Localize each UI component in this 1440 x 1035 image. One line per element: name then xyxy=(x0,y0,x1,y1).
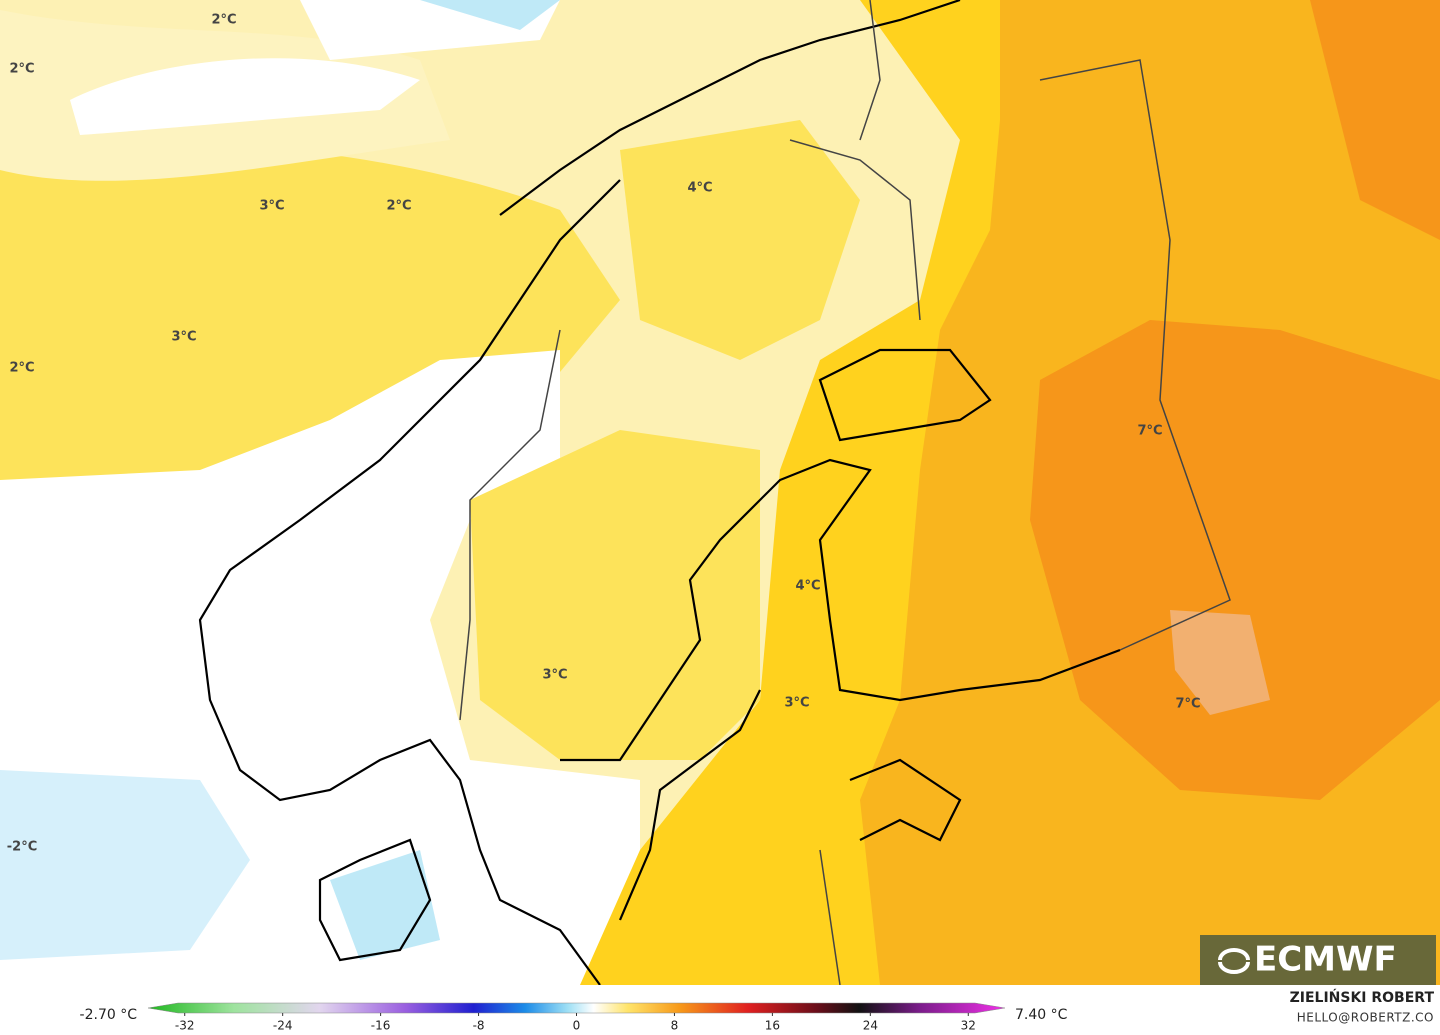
yellow-zone xyxy=(470,430,760,760)
contour-label: 3°C xyxy=(784,696,809,711)
contour-label: 3°C xyxy=(259,199,284,214)
colorbar xyxy=(147,1002,1006,1014)
contour-label: 3°C xyxy=(542,668,567,683)
borders xyxy=(459,0,1231,986)
contour-label: 2°C xyxy=(9,361,34,376)
contour-label: 7°C xyxy=(1175,697,1200,712)
white-zone xyxy=(70,58,420,136)
colorbar-ticks: -32 -24 -16 -8 0 8 16 24 32 xyxy=(175,1013,976,1033)
tick-label: 0 xyxy=(573,1019,581,1033)
coastline xyxy=(198,0,1121,986)
contour-label: 2°C xyxy=(386,199,411,214)
contour-labels: 2°C 2°C 3°C 2°C 4°C 3°C 2°C 7°C 4°C 3°C 3°C 7°C -2°C xyxy=(7,13,1201,855)
map: 2°C 2°C 3°C 2°C 4°C 3°C 2°C 7°C 4°C 3°C 3°C 7°C -2°C… xyxy=(0,0,1440,986)
footer: -32 -24 -16 -8 0 8 16 24 32 -2.70 °C 7.40 °C ZIE… xyxy=(0,985,1440,1035)
contact: HELLO@ROBERTZ.CO xyxy=(1297,1011,1434,1025)
contour-label: 2°C xyxy=(9,62,34,77)
tick-label: -8 xyxy=(473,1019,485,1033)
logo-box xyxy=(1200,935,1436,985)
contour-label: 3°C xyxy=(171,330,196,345)
cold-zone xyxy=(330,850,440,960)
contour-label: 4°C xyxy=(687,181,712,196)
min-value: -2.70 °C xyxy=(80,1007,138,1023)
cold-zone xyxy=(420,0,560,30)
tick-label: 32 xyxy=(961,1019,976,1033)
tick-label: -24 xyxy=(273,1019,293,1033)
tick-label: 8 xyxy=(671,1019,679,1033)
yellow-zone xyxy=(620,120,860,360)
cold-zone xyxy=(0,770,250,960)
logo: ECMWF xyxy=(1254,940,1397,980)
tick-label: 16 xyxy=(765,1019,780,1033)
tick-label: -32 xyxy=(175,1019,195,1033)
warm-zone xyxy=(1310,0,1440,240)
author: ZIELIŃSKI ROBERT xyxy=(1290,988,1435,1006)
logo-icon xyxy=(1218,948,1250,974)
contour-label: -2°C xyxy=(7,840,37,855)
max-value: 7.40 °C xyxy=(1015,1007,1068,1023)
warm-zone xyxy=(1030,320,1440,800)
lake xyxy=(1170,610,1270,715)
yellow-zone xyxy=(0,144,620,561)
contour-label: 4°C xyxy=(795,579,820,594)
tick-label: -16 xyxy=(371,1019,391,1033)
contour-label: 2°C xyxy=(211,13,236,28)
tick-label: 24 xyxy=(863,1019,878,1033)
contour-label: 7°C xyxy=(1137,424,1162,439)
